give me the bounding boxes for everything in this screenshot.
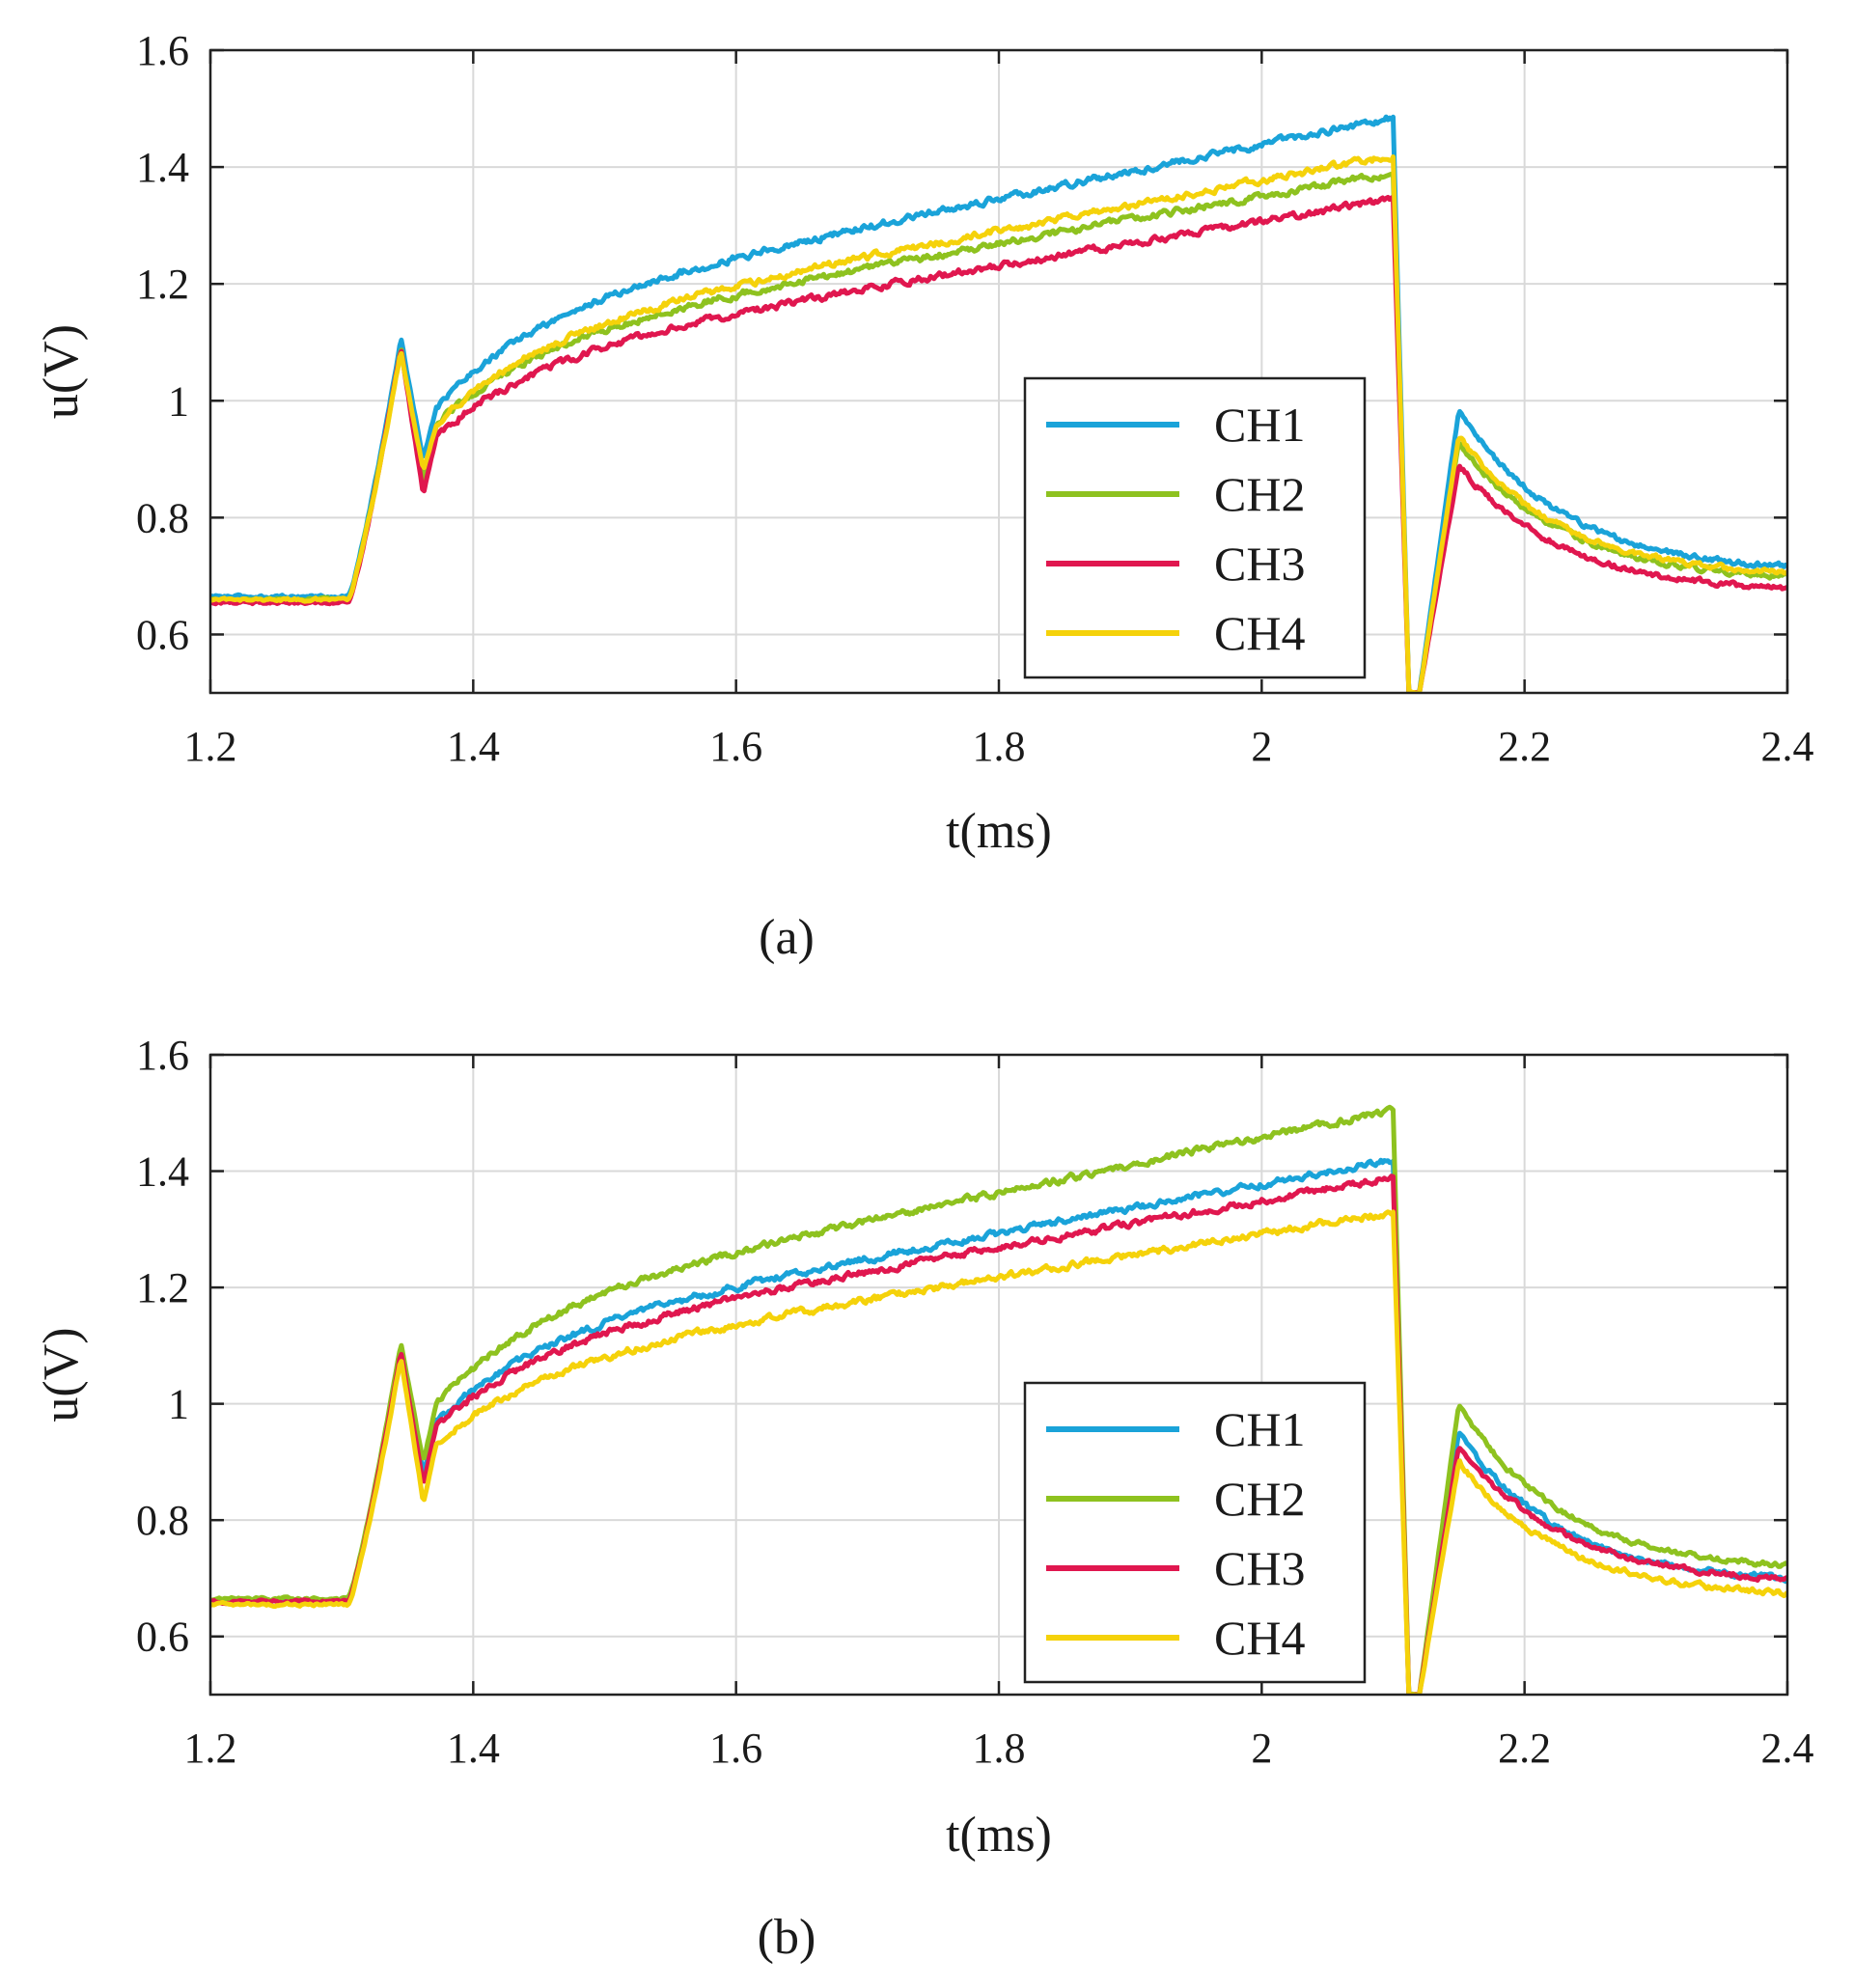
- plot-area: [210, 114, 1787, 693]
- series-line-ch4: [210, 154, 1787, 693]
- plot-area: [210, 1104, 1787, 1695]
- legend-box: [1023, 376, 1367, 679]
- y-tick-label: 1: [168, 1381, 189, 1428]
- series-line-ch2: [210, 171, 1787, 693]
- y-tick-label: 1.2: [136, 261, 189, 308]
- x-tick-label: 1.4: [447, 1725, 500, 1772]
- x-tick-label: 2.4: [1761, 723, 1814, 770]
- x-tick-label: 2.2: [1498, 723, 1551, 770]
- x-axis-label: t(ms): [946, 1808, 1052, 1863]
- series-line-ch4: [210, 1209, 1787, 1695]
- y-tick-label: 1.6: [136, 1032, 189, 1079]
- y-tick-label: 1.4: [136, 1148, 189, 1196]
- x-tick-label: 1.2: [184, 723, 237, 770]
- x-tick-label: 1.6: [709, 723, 762, 770]
- y-tick-label: 0.6: [136, 1614, 189, 1661]
- x-tick-label: 2.4: [1761, 1725, 1814, 1772]
- legend-label-ch2: CH2: [1214, 1472, 1305, 1526]
- y-axis-label: u(V): [34, 324, 89, 419]
- y-tick-label: 1.6: [136, 27, 189, 74]
- x-tick-label: 2: [1251, 1725, 1272, 1772]
- y-tick-label: 1.4: [136, 144, 189, 191]
- y-axis-label: u(V): [34, 1327, 89, 1422]
- panel-label: (b): [758, 1910, 816, 1965]
- x-tick-label: 1.8: [973, 723, 1026, 770]
- legend-label-ch2: CH2: [1214, 467, 1305, 521]
- y-tick-label: 0.8: [136, 1497, 189, 1544]
- legend-label-ch3: CH3: [1214, 1541, 1305, 1595]
- legend-label-ch1: CH1: [1214, 398, 1305, 452]
- legend: CH1 CH2 CH3 CH4: [1023, 376, 1367, 679]
- panel-b: 1.2 1.4 1.6 1.8 2 2.2 2.4 0.6 0.8 1 1.2 1.4 1.6 t(ms)…: [34, 1032, 1814, 1965]
- legend-label-ch4: CH4: [1214, 1611, 1305, 1665]
- x-tick-label: 1.8: [973, 1725, 1026, 1772]
- panel-label: (a): [759, 910, 815, 965]
- x-axis-label: t(ms): [946, 804, 1052, 859]
- x-tick-label: 1.6: [709, 1725, 762, 1772]
- legend-box: [1023, 1381, 1367, 1684]
- x-tick-label: 2: [1251, 723, 1272, 770]
- series-line-ch1: [210, 1157, 1787, 1695]
- legend-label-ch4: CH4: [1214, 606, 1305, 660]
- series-line-ch2: [210, 1104, 1787, 1695]
- series-line-ch3: [210, 194, 1787, 693]
- legend: CH1 CH2 CH3 CH4: [1023, 1381, 1367, 1684]
- y-tick-label: 0.8: [136, 494, 189, 541]
- x-tick-label: 2.2: [1498, 1725, 1551, 1772]
- legend-label-ch3: CH3: [1214, 537, 1305, 591]
- series-line-ch1: [210, 114, 1787, 693]
- series-line-ch3: [210, 1173, 1787, 1695]
- y-tick-label: 1.2: [136, 1264, 189, 1312]
- x-tick-label: 1.2: [184, 1725, 237, 1772]
- legend-label-ch1: CH1: [1214, 1402, 1305, 1456]
- y-tick-label: 1: [168, 377, 189, 425]
- panel-a: 1.2 1.4 1.6 1.8 2 2.2 2.4 0.6 0.8 1 1.2 1.4 1.6 t(ms)…: [34, 27, 1814, 965]
- y-tick-label: 0.6: [136, 611, 189, 658]
- x-tick-label: 1.4: [447, 723, 500, 770]
